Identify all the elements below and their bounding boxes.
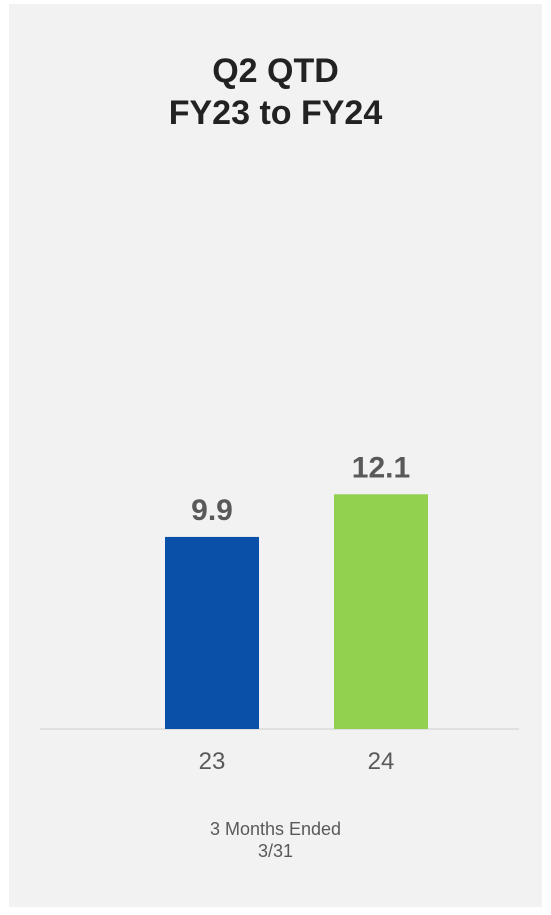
bar-24 <box>334 494 428 729</box>
chart-title: Q2 QTD FY23 to FY24 <box>0 50 551 134</box>
chart-title-line-1: Q2 QTD <box>212 52 339 90</box>
x-tick-label-23: 23 <box>199 748 226 775</box>
x-axis-title: 3 Months Ended 3/31 <box>0 818 551 862</box>
data-label-24: 12.1 <box>352 451 410 484</box>
x-tick-label-24: 24 <box>368 748 395 775</box>
bar-23 <box>165 536 259 729</box>
chart-title-line-2: FY23 to FY24 <box>168 94 383 132</box>
x-axis-title-line-2: 3/31 <box>257 841 294 861</box>
data-label-23: 9.9 <box>191 494 233 527</box>
x-axis-title-line-1: 3 Months Ended <box>209 819 342 839</box>
chart-panel <box>9 4 542 907</box>
